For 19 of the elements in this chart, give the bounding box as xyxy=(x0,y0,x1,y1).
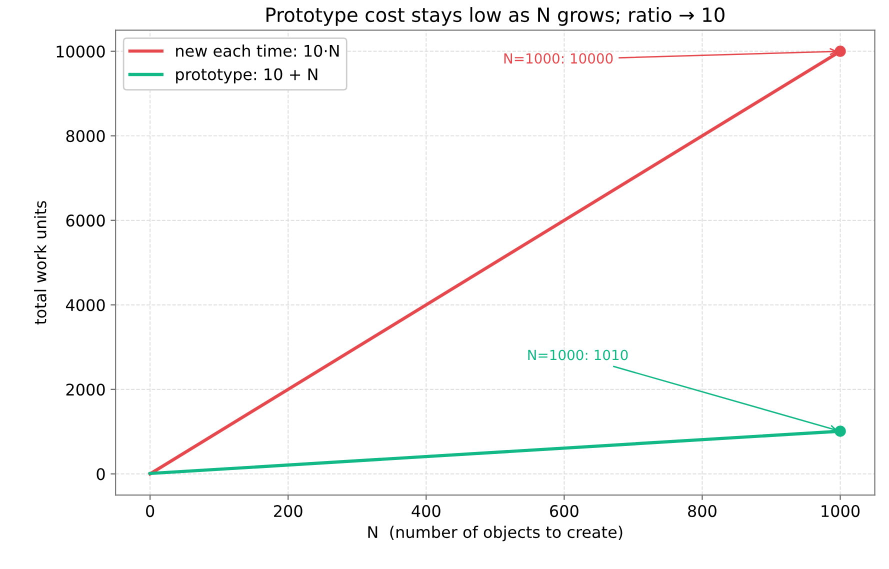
legend-label: prototype: 10 + N xyxy=(176,68,318,84)
x-tick-label: 0 xyxy=(146,505,154,518)
y-tick-label: 6000 xyxy=(66,214,105,227)
y-axis-title: total work units xyxy=(34,201,46,324)
x-tick-label: 200 xyxy=(274,505,302,518)
x-tick-label: 400 xyxy=(412,505,440,518)
y-tick-label: 10000 xyxy=(56,46,105,58)
x-tick-label: 600 xyxy=(550,505,578,518)
chart-title: Prototype cost stays low as N grows; ratio → 10 xyxy=(266,7,724,26)
y-tick-label: 0 xyxy=(96,468,105,480)
annotation: N=1000: 10000 xyxy=(504,53,613,64)
x-tick-label: 800 xyxy=(688,505,716,518)
y-tick-label: 2000 xyxy=(66,384,105,396)
annotation: N=1000: 1010 xyxy=(528,350,628,360)
y-tick-label: 4000 xyxy=(66,299,105,312)
x-tick-label: 1000 xyxy=(822,505,860,518)
legend-label: new each time: 10·N xyxy=(176,44,339,57)
x-axis-title: N (number of objects to create) xyxy=(368,526,622,542)
y-tick-label: 8000 xyxy=(66,130,105,142)
